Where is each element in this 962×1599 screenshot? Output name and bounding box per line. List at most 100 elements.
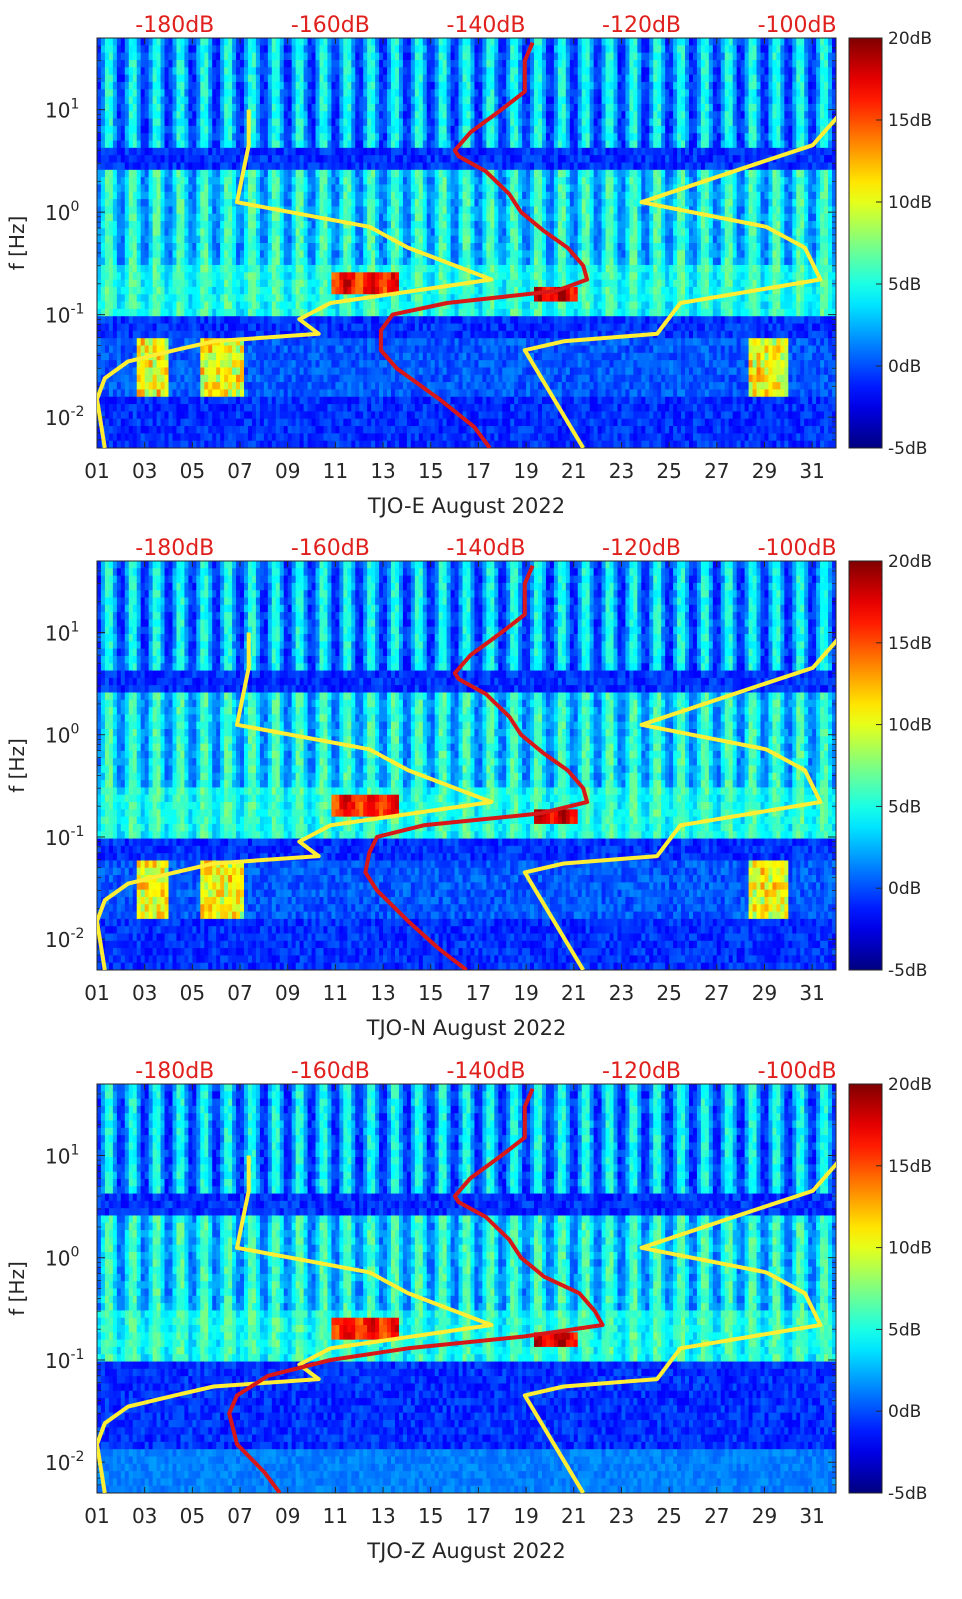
y-tick-label: 10-1: [45, 302, 84, 328]
red-curve: [378, 41, 590, 448]
colorbar-tick-label: 0dB: [888, 1402, 921, 1422]
x-axis-label: TJO-N August 2022: [366, 1016, 567, 1040]
x-tick-label: 03: [132, 459, 157, 483]
yellow-curve-high: [522, 638, 836, 970]
colorbar-tick-label: 20dB: [888, 29, 932, 49]
yellow-curve-low: [97, 1155, 494, 1493]
x-tick-label: 23: [609, 981, 634, 1005]
x-tick-label: 19: [513, 459, 538, 483]
x-tick-label: 01: [84, 1504, 109, 1528]
x-tick-label: 21: [561, 981, 586, 1005]
colorbar-tick-label: 0dB: [888, 879, 921, 899]
colorbar-tick-label: 20dB: [888, 552, 932, 572]
x-tick-label: 31: [799, 1504, 824, 1528]
x-tick-label: 09: [275, 459, 300, 483]
x-tick-label: 31: [799, 459, 824, 483]
x-tick-label: 29: [752, 981, 777, 1005]
y-tick-label: 10-1: [45, 824, 84, 850]
x-tick-label: 07: [227, 459, 252, 483]
colorbar-tick-label: 10dB: [888, 193, 932, 213]
top-axis-db-label: -100dB: [758, 536, 837, 561]
panel-tjo-z: 01 03 05 07 09 11 13 15 17 19 21 23 25 27 29 31 10-2 10-1…: [5, 1059, 932, 1563]
x-tick-label: 07: [227, 1504, 252, 1528]
colorbar-tick-label: 15dB: [888, 111, 932, 131]
panel-tjo-n: 01 03 05 07 09 11 13 15 17 19 21 23 25 27 29 31 10-2 10-1…: [5, 536, 932, 1040]
x-tick-label: 25: [656, 981, 681, 1005]
top-axis-db-label: -180dB: [135, 13, 214, 38]
x-tick-label: 27: [704, 1504, 729, 1528]
x-tick-label: 25: [656, 459, 681, 483]
yellow-curve-low: [97, 632, 494, 970]
y-tick-label: 101: [45, 1142, 79, 1168]
y-tick-label: 10-2: [45, 1449, 84, 1475]
yellow-curve-high: [522, 1161, 836, 1493]
x-tick-label: 31: [799, 981, 824, 1005]
colorbar-tick-label: -5dB: [888, 961, 927, 981]
x-tick-label: 17: [466, 1504, 491, 1528]
x-tick-label: 05: [180, 1504, 205, 1528]
spectrogram: [97, 561, 836, 970]
colorbar-tick-label: 15dB: [888, 634, 932, 654]
top-axis-db-label: -140dB: [446, 536, 525, 561]
x-tick-label: 21: [561, 1504, 586, 1528]
yellow-curve-high: [522, 115, 836, 448]
spectrogram: [97, 1084, 836, 1493]
colorbar-tick-label: 10dB: [888, 716, 932, 736]
top-axis-db-label: -100dB: [758, 13, 837, 38]
x-tick-label: 05: [180, 459, 205, 483]
colorbar-tick-label: -5dB: [888, 439, 927, 459]
x-tick-label: 03: [132, 981, 157, 1005]
x-tick-label: 13: [370, 981, 395, 1005]
y-tick-label: 100: [45, 722, 79, 748]
x-tick-label: 05: [180, 981, 205, 1005]
x-tick-label: 29: [752, 459, 777, 483]
x-tick-label: 21: [561, 459, 586, 483]
colorbar: 20dB 15dB 10dB 5dB 0dB -5dB: [848, 29, 932, 459]
x-tick-label: 15: [418, 981, 443, 1005]
x-tick-label: 17: [466, 981, 491, 1005]
x-tick-label: 09: [275, 1504, 300, 1528]
panel-tjo-e: 01 03 05 07 09 11 13 15 17 19 21 23 25 27 29 31 10-2 10-1…: [5, 13, 932, 518]
x-tick-label: 23: [609, 1504, 634, 1528]
red-curve: [363, 564, 590, 970]
colorbar-tick-label: 15dB: [888, 1157, 932, 1177]
y-axis-label: f [Hz]: [5, 738, 29, 793]
colorbar-tick-label: 5dB: [888, 275, 921, 295]
y-tick-label: 10-2: [45, 926, 84, 952]
colorbar-tick-label: 5dB: [888, 1320, 921, 1340]
x-tick-label: 19: [513, 981, 538, 1005]
yellow-curve-low: [97, 109, 494, 448]
colorbar-tick-label: 20dB: [888, 1075, 932, 1095]
top-axis-db-label: -120dB: [602, 13, 681, 38]
x-tick-label: 11: [323, 1504, 348, 1528]
x-axis-label: TJO-E August 2022: [367, 494, 565, 518]
top-axis-db-label: -160dB: [291, 13, 370, 38]
x-tick-label: 29: [752, 1504, 777, 1528]
x-axis-label: TJO-Z August 2022: [366, 1539, 565, 1563]
top-axis-db-label: -160dB: [291, 1059, 370, 1084]
colorbar-tick-label: -5dB: [888, 1484, 927, 1504]
colorbar: 20dB 15dB 10dB 5dB 0dB -5dB: [848, 1075, 932, 1504]
spectrogram: [97, 38, 836, 448]
colorbar: 20dB 15dB 10dB 5dB 0dB -5dB: [848, 552, 932, 981]
x-tick-label: 01: [84, 459, 109, 483]
x-tick-label: 17: [466, 459, 491, 483]
x-tick-label: 19: [513, 1504, 538, 1528]
x-tick-label: 11: [323, 981, 348, 1005]
red-curve: [227, 1087, 605, 1493]
y-tick-label: 10-1: [45, 1347, 84, 1373]
x-tick-label: 27: [704, 981, 729, 1005]
top-axis-db-label: -180dB: [135, 536, 214, 561]
x-tick-label: 07: [227, 981, 252, 1005]
top-axis-db-label: -160dB: [291, 536, 370, 561]
x-tick-label: 01: [84, 981, 109, 1005]
top-axis-db-label: -120dB: [602, 536, 681, 561]
y-tick-label: 10-2: [45, 404, 84, 430]
x-tick-label: 13: [370, 459, 395, 483]
y-axis-label: f [Hz]: [5, 1261, 29, 1316]
x-tick-label: 23: [609, 459, 634, 483]
x-tick-label: 09: [275, 981, 300, 1005]
x-tick-label: 27: [704, 459, 729, 483]
y-tick-label: 101: [45, 619, 79, 645]
